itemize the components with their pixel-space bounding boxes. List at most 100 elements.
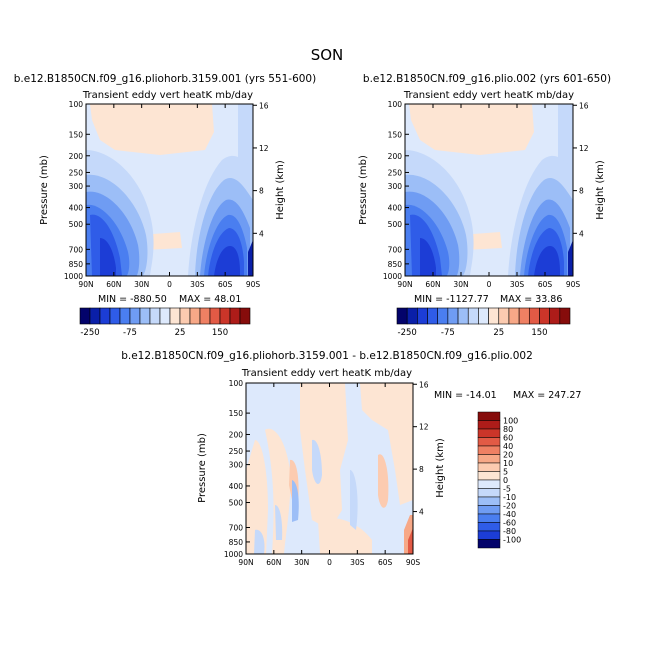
panel_a-xtick-label: 60N (106, 280, 121, 289)
panel_diff-height-tick-label: 8 (419, 465, 424, 474)
panel_a-ytick-label: 400 (69, 204, 84, 213)
panel_a-colorbar-box (219, 307, 231, 325)
panel_a-colorbar-box (179, 307, 191, 325)
panel_a-ytick-label: 700 (69, 245, 84, 254)
panel-b-ylabel: Pressure (mb) (358, 155, 369, 225)
panel_diff-xtick-label: 30N (294, 558, 309, 567)
panel_b-colorbar-box (498, 307, 510, 325)
panel-a-field (86, 104, 253, 276)
panel-diff-colorbar-box (477, 505, 501, 515)
panel_b-ytick-label: 850 (388, 260, 403, 269)
panel-a: b.e12.B1850CN.f09_g16.pliohorb.3159.001 … (14, 73, 316, 338)
panel_a-colorbar-box (209, 307, 221, 325)
panel_a-colorbar-box (99, 307, 111, 325)
panel_diff-ytick-label: 400 (229, 482, 244, 491)
panel-diff-colorbar-label: 60 (503, 434, 513, 443)
panel_a-colorbar-box (159, 307, 171, 325)
panel-diff-colorbar-box (477, 411, 501, 421)
panel-diff-colorbar-box (477, 539, 501, 549)
panel-diff-colorbar-label: 5 (503, 468, 508, 477)
panel_b-ytick-label: 150 (388, 130, 403, 139)
panel-diff-colorbar-label: 10 (503, 459, 513, 468)
panel-diff-ylabel-right: Height (km) (435, 438, 446, 498)
panel_diff-height-tick-label: 12 (419, 423, 429, 432)
panel-diff-ylabel: Pressure (mb) (197, 433, 208, 503)
panel-diff-colorbar-box (477, 428, 501, 438)
panel_a-colorbar-box (239, 307, 251, 325)
panel-a-axes: 90N 60N 30N 0 30S 60S 90S 100 150 200 250 300 400 500… (64, 100, 269, 289)
panel_b-xtick-label: 0 (487, 280, 492, 289)
panel_diff-ytick-label: 850 (229, 538, 244, 547)
panel_b-colorbar-box (528, 307, 540, 325)
panel_a-ytick-label: 200 (69, 152, 84, 161)
panel-diff-colorbar-box (477, 462, 501, 472)
panel-b-colorbar: -250 -75 25 150 (396, 307, 571, 338)
panel-b-min: MIN = -1127.77 (414, 294, 489, 305)
panel_b-colorbar-label: -75 (441, 328, 455, 338)
panel_b-height-tick-label: 12 (579, 144, 589, 153)
panel_a-xtick-label: 90S (246, 280, 261, 289)
panel-a-min: MIN = -880.50 (98, 294, 167, 305)
panel_b-ytick-label: 100 (388, 100, 403, 109)
panel-diff-colorbar-box (477, 445, 501, 455)
panel_b-ytick-label: 700 (388, 245, 403, 254)
panel_a-colorbar-box (139, 307, 151, 325)
panel-a-ylabel-right: Height (km) (275, 160, 286, 220)
panel-a-title: b.e12.B1850CN.f09_g16.pliohorb.3159.001 … (14, 73, 316, 85)
panel-diff-colorbar-box (477, 454, 501, 464)
panel_b-colorbar-label: 25 (493, 328, 504, 338)
panel_b-xtick-label: 90N (397, 280, 412, 289)
panel_b-xtick-label: 30N (453, 280, 468, 289)
panel_a-colorbar-box (109, 307, 121, 325)
panel-diff-colorbar-label: -80 (503, 527, 516, 536)
panel_diff-ytick-label: 700 (229, 524, 244, 533)
panel_a-ytick-label: 150 (69, 130, 84, 139)
panel-diff-colorbar-label: -60 (503, 519, 516, 528)
panel-diff-colorbar-label: 40 (503, 442, 513, 451)
panel_a-height-tick-label: 8 (259, 187, 264, 196)
panel-b-subtitle: Transient eddy vert heatK mb/day (403, 90, 574, 101)
panel-diff-colorbar-box (477, 420, 501, 430)
panel-diff-axes: 90N 60N 30N 0 30S 60S 90S 100 150 200 250 300 400 500… (224, 379, 429, 567)
panel_b-height-tick-label: 8 (579, 187, 584, 196)
panel_a-colorbar-box (129, 307, 141, 325)
panel_b-ytick-label: 250 (388, 168, 403, 177)
panel-diff-colorbar-label: -5 (503, 485, 511, 494)
panel_b-ytick-label: 500 (388, 220, 403, 229)
panel_a-colorbar-box (229, 307, 241, 325)
panel_diff-ytick-label: 200 (229, 430, 244, 439)
panel_b-colorbar-box (559, 307, 571, 325)
panel_a-colorbar-label: 25 (175, 328, 186, 338)
panel_b-colorbar-label: -250 (398, 328, 417, 338)
panel-diff-colorbar-label: -20 (503, 502, 516, 511)
panel_diff-ytick-label: 300 (229, 461, 244, 470)
panel-diff-colorbar-label: 20 (503, 451, 513, 460)
panel-diff-max: MAX = 247.27 (513, 390, 581, 401)
panel_a-xtick-label: 0 (167, 280, 172, 289)
panel_b-xtick-label: 60N (425, 280, 440, 289)
panel_diff-xtick-label: 0 (327, 558, 332, 567)
panel-diff-colorbar-box (477, 496, 501, 506)
panel-diff-colorbar-label: -100 (503, 536, 521, 545)
panel_b-ytick-label: 400 (388, 204, 403, 213)
panel_b-colorbar-box (467, 307, 479, 325)
panel_a-ytick-label: 850 (69, 260, 84, 269)
panel_a-colorbar-box (79, 307, 91, 325)
panel_a-ytick-label: 1000 (64, 272, 83, 281)
panel-diff: b.e12.B1850CN.f09_g16.pliohorb.3159.001 … (121, 350, 581, 567)
panel-diff-colorbar-label: 80 (503, 425, 513, 434)
panel_b-colorbar-box (488, 307, 500, 325)
panel_diff-xtick-label: 60N (266, 558, 281, 567)
panel-diff-title: b.e12.B1850CN.f09_g16.pliohorb.3159.001 … (121, 350, 533, 362)
panel_a-xtick-label: 30S (190, 280, 205, 289)
panel_b-colorbar-box (478, 307, 489, 325)
panel-diff-subtitle: Transient eddy vert heatK mb/day (241, 368, 412, 379)
panel_b-colorbar-box (437, 307, 449, 325)
panel_b-colorbar-box (406, 307, 418, 325)
panel-diff-colorbar-box (477, 437, 501, 447)
panel_b-colorbar-box (518, 307, 530, 325)
panel-b-max: MAX = 33.86 (500, 294, 562, 305)
panel_diff-xtick-label: 90S (406, 558, 421, 567)
panel-diff-colorbar-box (477, 522, 501, 532)
